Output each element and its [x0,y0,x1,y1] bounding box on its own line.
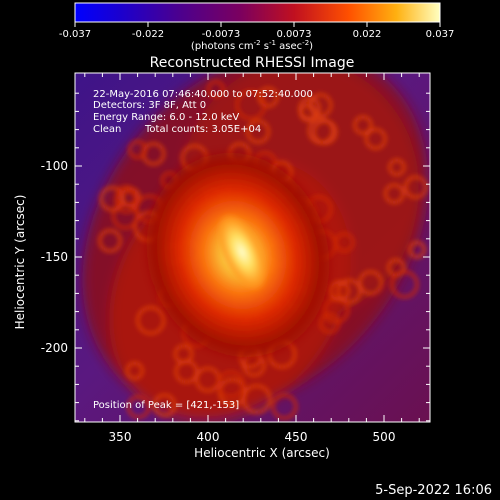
plot-title: Reconstructed RHESSI Image [150,55,355,71]
y-axis-label: Heliocentric Y (arcsec) [13,195,27,330]
colorbar-gradient [74,2,441,23]
info-overlay: 22-May-2016 07:46:40.000 to 07:52:40.000… [93,89,313,411]
y-tick-label: -150 [41,250,68,264]
peak-position-text: Position of Peak = [421,-153] [93,400,239,411]
colorbar-tick-label: -0.0073 [202,29,241,40]
total-counts-text: Total counts: 3.05E+04 [144,124,261,135]
source-peak [216,213,268,291]
energy-range-text: Energy Range: 6.0 - 12.0 keV [93,112,239,123]
colorbar-tick-label: 0.0073 [277,29,312,40]
x-tick-label: 450 [285,430,308,444]
method-text: Clean [93,124,121,135]
y-tick-label: -200 [41,341,68,355]
x-tick-label: 400 [197,430,220,444]
x-axis-label: Heliocentric X (arcsec) [194,446,330,460]
y-axis: -100 -150 -200 [41,92,430,422]
y-tick-label: -100 [41,159,68,173]
colorbar-tick-label: 0.037 [426,29,455,40]
colorbar-tick-label: 0.022 [353,29,382,40]
x-tick-label: 500 [373,430,396,444]
time-range-text: 22-May-2016 07:46:40.000 to 07:52:40.000 [93,89,313,100]
footer-date: 5-Sep-2022 16:06 [375,483,492,498]
colorbar-tick-label: -0.037 [59,29,91,40]
colorbar-tick-label: -0.022 [132,29,164,40]
rhessi-image [75,73,430,422]
colorbar: -0.037 -0.022 -0.0073 0.0073 0.022 0.037 (pho… [59,2,455,52]
colorbar-units: (photons cm-2 s-1 asec-2) [191,39,313,52]
plot-frame [74,72,431,423]
detectors-text: Detectors: 3F 8F, Att 0 [93,100,206,111]
x-axis: 350 400 450 500 [84,73,420,444]
x-tick-label: 350 [109,430,132,444]
